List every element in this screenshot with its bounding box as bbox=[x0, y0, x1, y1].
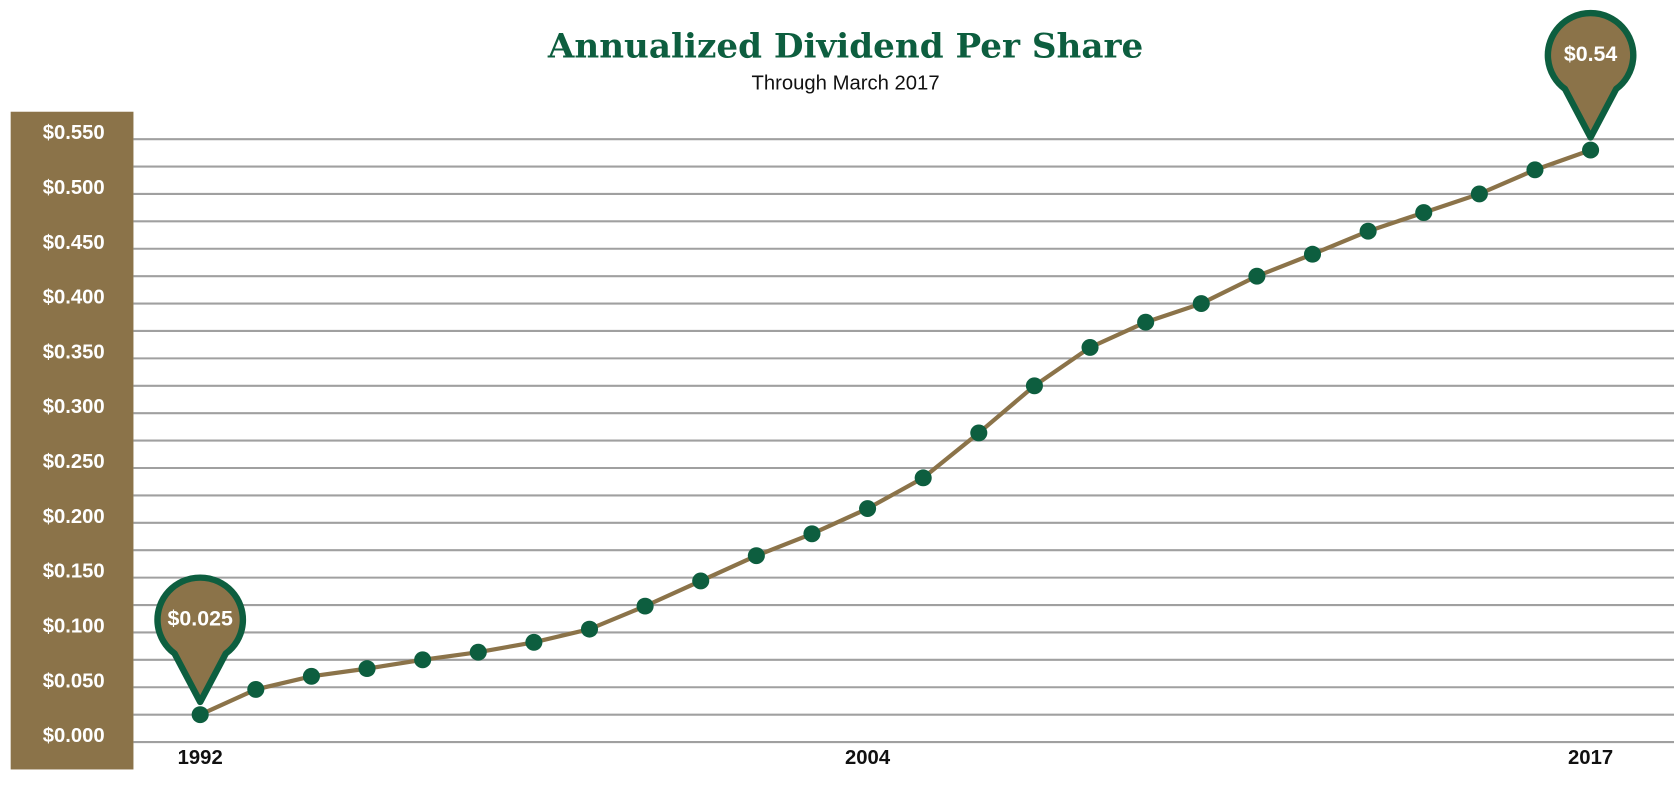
point bbox=[1081, 338, 1099, 356]
point bbox=[1248, 267, 1266, 285]
callout bbox=[154, 574, 247, 706]
chart-subtitle: Through March 2017 bbox=[751, 73, 939, 95]
point bbox=[692, 572, 710, 590]
point bbox=[414, 651, 432, 669]
y-tick-label: $0.200 bbox=[43, 506, 105, 528]
point bbox=[247, 681, 265, 698]
point bbox=[302, 667, 320, 685]
y-tick-label: $0.050 bbox=[43, 670, 105, 692]
chart-title: Annualized Dividend Per Share bbox=[547, 27, 1143, 67]
point bbox=[1359, 222, 1377, 240]
point bbox=[747, 547, 765, 565]
point bbox=[1137, 313, 1155, 331]
axis-band bbox=[10, 111, 134, 770]
y-tick-label: $0.150 bbox=[43, 561, 105, 583]
line bbox=[199, 148, 1592, 717]
point bbox=[1192, 295, 1210, 312]
point bbox=[191, 706, 209, 724]
y-tick-label: $0.350 bbox=[43, 342, 105, 364]
y-tick-label: $0.250 bbox=[43, 451, 105, 473]
y-tick-label: $0.300 bbox=[43, 396, 105, 418]
point bbox=[914, 469, 932, 487]
point bbox=[580, 620, 599, 638]
y-tick-label: $0.400 bbox=[43, 287, 105, 309]
data-label: $0.025 bbox=[168, 607, 233, 630]
point bbox=[1526, 161, 1544, 179]
point bbox=[1470, 185, 1488, 203]
point bbox=[358, 660, 376, 678]
y-tick-label: $0.500 bbox=[43, 177, 105, 199]
y-tick-label: $0.550 bbox=[43, 122, 105, 144]
y-tick-label: $0.450 bbox=[43, 232, 105, 254]
point bbox=[1025, 377, 1043, 395]
point bbox=[1582, 141, 1600, 159]
point bbox=[1415, 204, 1433, 222]
point bbox=[636, 597, 654, 615]
x-tick-label: 2004 bbox=[845, 747, 891, 769]
x-tick-label: 2017 bbox=[1568, 747, 1613, 769]
callout bbox=[1544, 9, 1637, 141]
point bbox=[803, 525, 821, 543]
point bbox=[970, 424, 988, 442]
x-tick-label: 1992 bbox=[178, 747, 223, 769]
point bbox=[1303, 245, 1322, 263]
y-tick-label: $0.100 bbox=[43, 616, 105, 638]
y-tick-label: $0.000 bbox=[43, 725, 105, 747]
data-label: $0.54 bbox=[1564, 43, 1618, 66]
point bbox=[859, 500, 877, 517]
point bbox=[469, 643, 487, 661]
point bbox=[525, 633, 543, 651]
